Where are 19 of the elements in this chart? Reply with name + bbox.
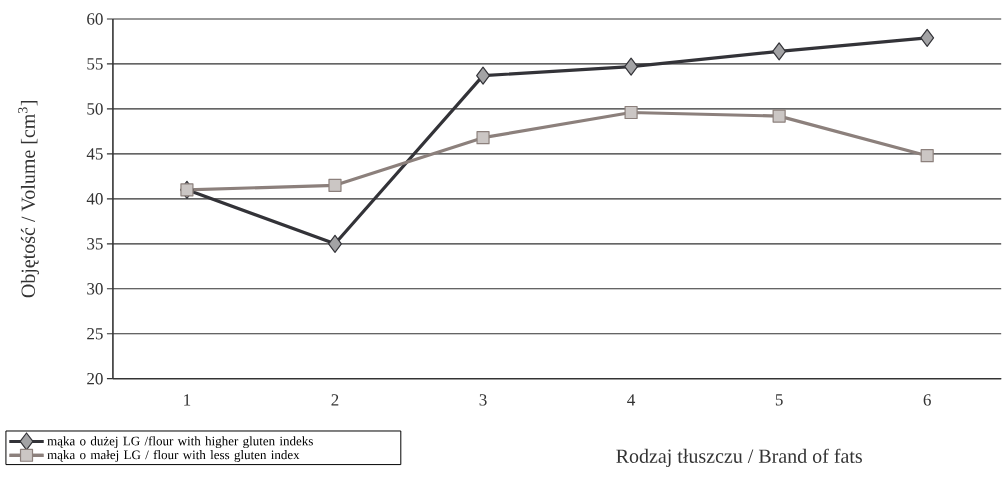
y-tick-label: 35 [87,238,103,250]
y-axis-title: Objętość / Volume [cm$^{3}$] [18,101,40,298]
y-tick-label: 30 [87,283,103,295]
x-tick-label: 5 [775,394,783,406]
legend-label: mąka o małej LG / flour with less gluten index [47,450,300,463]
x-axis-title: Rodzaj tłuszczu / Brand of fats [616,448,862,468]
y-tick-label: 20 [87,373,103,385]
y-tick-label: 45 [86,148,103,160]
y-tick-label: 60 [87,13,103,25]
x-tick-label: 2 [331,394,339,406]
x-tick-label: 4 [627,394,636,406]
x-tick-label: 1 [184,394,191,406]
x-tick-label: 3 [479,394,487,406]
x-tick-label: 6 [923,394,931,406]
y-tick-label: 25 [87,328,103,340]
legend-label: mąka o dużej LG /flour with higher gluten indeks [47,436,313,449]
y-tick-label: 50 [87,103,103,115]
y-tick-label: 55 [87,58,103,70]
y-tick-label: 40 [86,193,103,205]
